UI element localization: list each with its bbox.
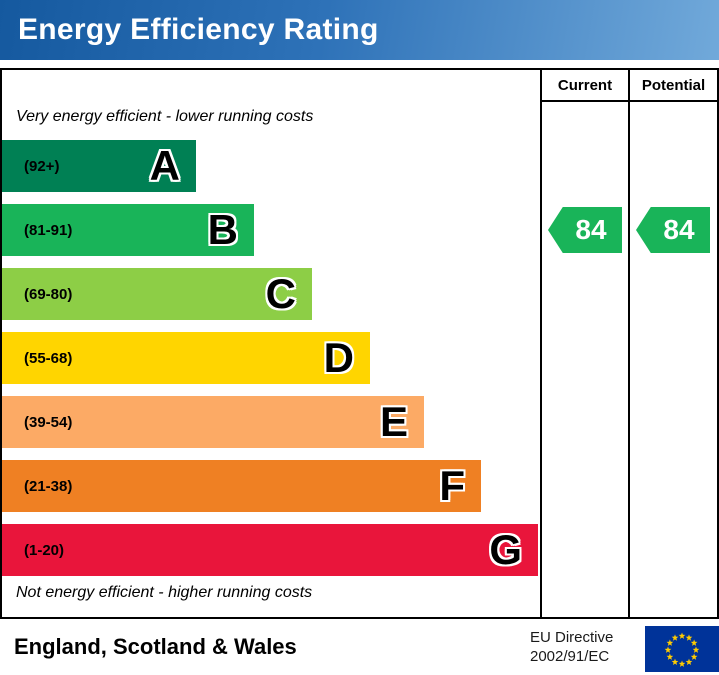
- band-range-label: (39-54): [24, 413, 73, 431]
- band-range-label: (81-91): [24, 221, 73, 239]
- band-range-label: (21-38): [24, 477, 73, 495]
- column-header-divider: [540, 100, 717, 102]
- band-row-e: (39-54) E: [2, 396, 424, 448]
- footer: England, Scotland & Wales EU Directive 2…: [0, 619, 719, 675]
- band-range-label: (1-20): [24, 541, 65, 559]
- eu-directive-line1: EU Directive: [530, 629, 614, 646]
- column-divider-current: [540, 70, 542, 617]
- band-letter: A: [149, 142, 180, 189]
- band-row-a: (92+) A: [2, 140, 196, 192]
- band-row-d: (55-68) D: [2, 332, 370, 384]
- potential-rating-arrow: 84: [636, 207, 710, 253]
- eu-directive-text: EU Directive 2002/91/EC: [530, 628, 613, 666]
- band-range-label: (55-68): [24, 349, 73, 367]
- column-divider-potential: [628, 70, 630, 617]
- band-row-f: (21-38) F: [2, 460, 481, 512]
- band-row-c: (69-80) C: [2, 268, 312, 320]
- band-row-b: (81-91) B: [2, 204, 254, 256]
- caption-top: Very energy efficient - lower running co…: [16, 108, 314, 125]
- band-letter: E: [379, 398, 408, 445]
- rating-table: Current Potential Very energy efficient …: [0, 68, 719, 619]
- page-title: Energy Efficiency Rating: [18, 13, 379, 46]
- current-rating-value: 84: [575, 214, 607, 245]
- header-banner: Energy Efficiency Rating: [0, 0, 719, 60]
- band-range-label: (69-80): [24, 285, 73, 303]
- band-letter: G: [489, 526, 522, 573]
- band-letter: D: [323, 334, 354, 381]
- current-rating-arrow: 84: [548, 207, 622, 253]
- band-letter: C: [265, 270, 296, 317]
- band-row-g: (1-20) G: [2, 524, 538, 576]
- band-letter: F: [439, 462, 465, 509]
- column-header-potential: Potential: [641, 76, 706, 94]
- eu-flag-icon: [645, 626, 719, 672]
- potential-rating-value: 84: [663, 214, 695, 245]
- band-letter: B: [207, 206, 238, 253]
- caption-bottom: Not energy efficient - higher running co…: [16, 584, 313, 601]
- band-range-label: (92+): [24, 157, 60, 175]
- eu-directive-line2: 2002/91/EC: [530, 648, 610, 665]
- region-label: England, Scotland & Wales: [14, 634, 297, 659]
- column-header-current: Current: [557, 76, 613, 94]
